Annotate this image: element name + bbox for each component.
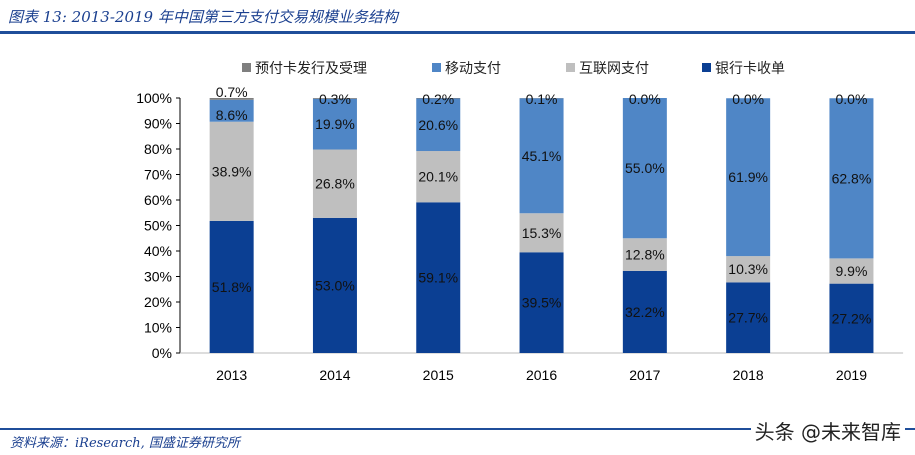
- data-label: 0.0%: [629, 91, 661, 107]
- legend-label: 移动支付: [445, 60, 501, 76]
- bar-segment: [519, 213, 564, 253]
- y-tick-label: 70%: [144, 167, 172, 183]
- data-label: 20.6%: [418, 117, 458, 133]
- legend-swatch: [432, 63, 441, 72]
- data-label: 0.3%: [319, 91, 351, 107]
- legend-swatch: [566, 63, 575, 72]
- data-label: 12.8%: [625, 247, 665, 263]
- legend-swatch: [702, 63, 711, 72]
- bar-segment: [829, 98, 874, 259]
- bar-segment: [622, 238, 667, 271]
- data-label: 62.8%: [832, 170, 872, 186]
- data-label: 0.1%: [526, 91, 558, 107]
- y-tick-label: 60%: [144, 192, 172, 208]
- data-label: 0.0%: [732, 91, 764, 107]
- data-label: 0.0%: [835, 91, 867, 107]
- data-label: 51.8%: [212, 279, 252, 295]
- y-tick-label: 100%: [136, 90, 172, 106]
- data-label: 38.9%: [212, 163, 252, 179]
- bar-segment: [312, 149, 357, 218]
- bar-segment: [209, 220, 254, 353]
- bar-segment: [416, 151, 461, 203]
- bar-segment: [312, 217, 357, 353]
- watermark: 头条 @未来智库: [750, 416, 905, 445]
- data-label: 61.9%: [728, 169, 768, 185]
- bar-segment: [209, 121, 254, 221]
- source-note: 资料来源：iResearch, 国盛证券研究所: [10, 436, 240, 451]
- x-tick-label: 2013: [216, 367, 247, 383]
- bar-segment: [829, 283, 874, 353]
- bar-segment: [726, 98, 771, 257]
- data-label: 26.8%: [315, 176, 355, 192]
- y-tick-label: 40%: [144, 243, 172, 259]
- legend-label: 互联网支付: [579, 60, 649, 76]
- bar-segment: [312, 98, 357, 99]
- bar-segment: [622, 270, 667, 353]
- bar-segment: [416, 202, 461, 353]
- footer-divider: [0, 428, 915, 430]
- y-tick-label: 90%: [144, 116, 172, 132]
- data-label: 15.3%: [522, 225, 562, 241]
- x-tick-label: 2017: [629, 367, 660, 383]
- legend-label: 银行卡收单: [715, 60, 785, 76]
- data-label: 9.9%: [835, 263, 867, 279]
- data-label: 0.2%: [422, 91, 454, 107]
- bar-segment: [416, 98, 461, 152]
- bar-segment: [519, 252, 564, 353]
- title-divider: [0, 31, 915, 34]
- y-tick-label: 30%: [144, 269, 172, 285]
- data-label: 0.7%: [216, 84, 248, 100]
- x-tick-label: 2014: [319, 367, 350, 383]
- data-label: 39.5%: [522, 295, 562, 311]
- x-tick-label: 2015: [423, 367, 454, 383]
- data-label: 32.2%: [625, 304, 665, 320]
- bar-segment: [416, 98, 461, 99]
- bar-segment: [829, 258, 874, 284]
- bar-segment: [209, 99, 254, 122]
- figure-title: 图表 13: 2013-2019 年中国第三方支付交易规模业务结构: [8, 8, 398, 26]
- y-tick-label: 50%: [144, 218, 172, 234]
- data-label: 27.2%: [832, 310, 872, 326]
- bar-segment: [726, 282, 771, 353]
- data-label: 53.0%: [315, 277, 355, 293]
- bar-segment: [312, 98, 357, 150]
- data-label: 55.0%: [625, 160, 665, 176]
- y-tick-label: 80%: [144, 141, 172, 157]
- x-tick-label: 2019: [836, 367, 867, 383]
- data-label: 45.1%: [522, 148, 562, 164]
- bar-segment: [209, 98, 254, 100]
- y-tick-label: 20%: [144, 294, 172, 310]
- y-tick-label: 0%: [152, 345, 172, 361]
- bar-segment: [622, 98, 667, 239]
- x-tick-label: 2016: [526, 367, 557, 383]
- data-label: 20.1%: [418, 169, 458, 185]
- legend-swatch: [242, 63, 251, 72]
- data-label: 8.6%: [216, 107, 248, 123]
- bar-segment: [726, 256, 771, 283]
- x-tick-label: 2018: [733, 367, 764, 383]
- y-tick-label: 10%: [144, 320, 172, 336]
- data-label: 19.9%: [315, 116, 355, 132]
- bar-segment: [519, 98, 564, 214]
- data-label: 27.7%: [728, 310, 768, 326]
- data-label: 10.3%: [728, 261, 768, 277]
- legend-label: 预付卡发行及受理: [255, 60, 367, 76]
- data-label: 59.1%: [418, 270, 458, 286]
